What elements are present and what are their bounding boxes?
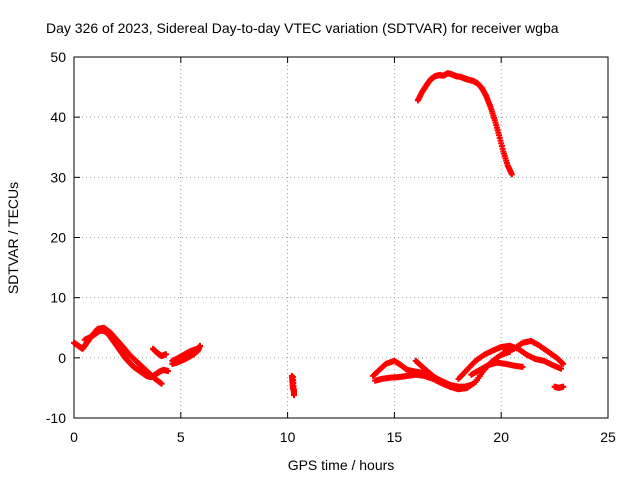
data-point [508,171,515,178]
data-point [158,380,165,387]
series-arc-5 [169,345,201,364]
x-tick-label: 20 [493,429,509,445]
x-axis-label: GPS time / hours [288,457,395,473]
x-tick-label: 5 [177,429,185,445]
series-arc-13 [551,383,567,391]
data-point [558,365,565,372]
data-point [164,368,171,375]
data-point [519,363,526,370]
y-tick-label: 40 [50,109,66,125]
y-axis-label: SDTVAR / TECUs [5,182,21,294]
data-point [560,383,567,390]
y-tick-label: 20 [50,230,66,246]
y-tick-label: 10 [50,290,66,306]
data-point [197,342,204,349]
y-tick-label: 30 [50,169,66,185]
y-tick-label: -10 [46,410,66,426]
y-tick-label: 50 [50,49,66,65]
x-tick-label: 0 [70,429,78,445]
data-point [560,360,567,367]
series-arc-10 [455,342,565,382]
series-arc-12 [502,337,567,367]
chart-title: Day 326 of 2023, Sidereal Day-to-day VTE… [46,20,559,36]
plot-frame [73,56,609,419]
series-arc-3 [150,345,169,360]
data-point [162,351,169,358]
y-tick-label: 0 [58,350,66,366]
grid [74,57,608,418]
x-tick-label: 15 [387,429,403,445]
data-point [194,345,201,352]
series-arc-14 [414,70,515,178]
data-point [289,374,296,381]
series-arc-6 [288,372,298,399]
x-tick-label: 25 [600,429,616,445]
series-arc-11 [468,359,526,378]
x-tick-label: 10 [280,429,296,445]
series-arc-2 [81,324,165,387]
data-points [71,70,567,399]
